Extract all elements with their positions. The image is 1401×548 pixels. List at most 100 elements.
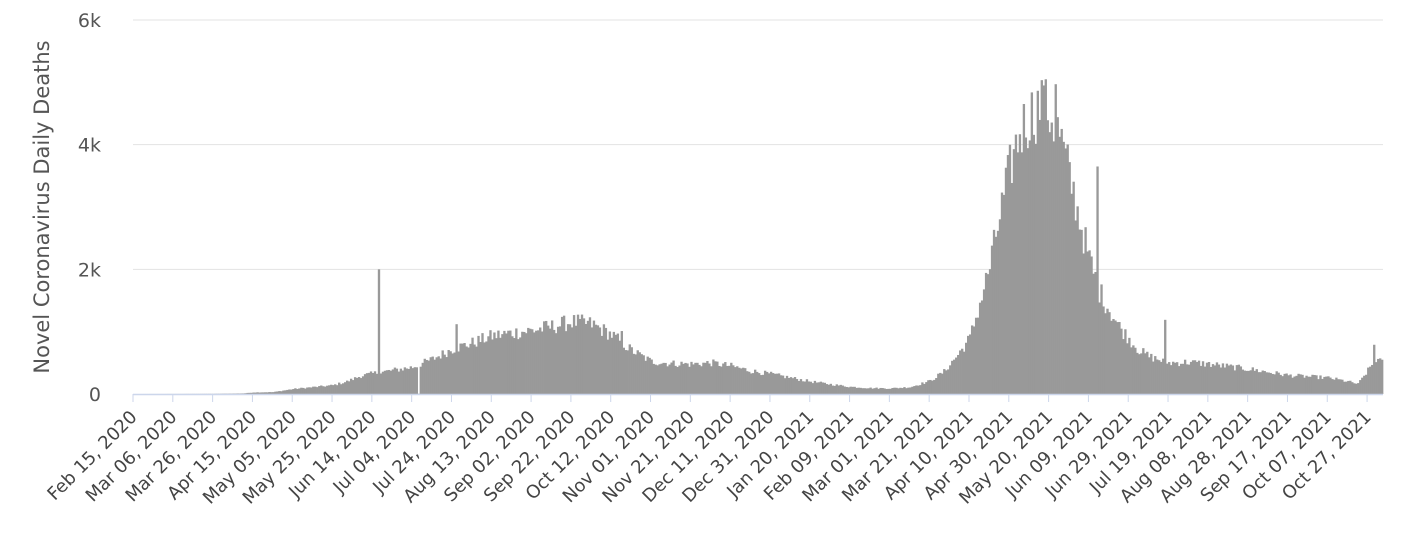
- bar: [1303, 377, 1306, 394]
- bar: [363, 374, 367, 394]
- bar: [775, 373, 779, 394]
- bar: [262, 392, 265, 394]
- bar: [600, 335, 604, 394]
- bar: [929, 379, 932, 394]
- bar: [421, 362, 424, 394]
- bar: [1263, 371, 1266, 394]
- bar: [419, 366, 422, 394]
- bar: [781, 375, 785, 394]
- bar: [947, 369, 950, 394]
- bar: [728, 365, 731, 394]
- bar: [986, 274, 990, 394]
- bar: [459, 343, 462, 394]
- bar: [485, 341, 488, 394]
- bar: [377, 269, 381, 394]
- bar: [1018, 134, 1022, 395]
- bar: [258, 392, 261, 394]
- bar: [970, 325, 974, 394]
- bar: [951, 360, 954, 394]
- bar: [777, 373, 781, 394]
- bar: [1213, 365, 1217, 394]
- bar: [572, 315, 576, 394]
- bar: [1052, 141, 1055, 394]
- bar: [451, 353, 454, 394]
- bar: [724, 362, 727, 394]
- bar: [357, 377, 361, 394]
- bar: [1036, 90, 1039, 394]
- bar: [1227, 365, 1231, 394]
- bar: [726, 365, 729, 394]
- bar: [1379, 358, 1382, 394]
- bar: [756, 371, 759, 394]
- bar: [869, 387, 872, 394]
- bar: [457, 351, 460, 394]
- bar: [879, 387, 882, 394]
- bar: [449, 351, 452, 394]
- bar: [1028, 140, 1032, 394]
- bar: [1259, 372, 1262, 394]
- bar: [463, 343, 466, 394]
- bar: [1239, 366, 1243, 394]
- bar: [513, 338, 516, 394]
- bar: [272, 392, 275, 394]
- bar: [505, 333, 508, 394]
- bar: [1106, 308, 1109, 394]
- bar: [720, 366, 723, 394]
- bar: [280, 391, 283, 394]
- bar: [1301, 374, 1304, 394]
- bar: [746, 371, 749, 394]
- bar: [622, 347, 625, 394]
- bar: [961, 348, 964, 394]
- bar: [493, 332, 496, 394]
- bar: [1120, 328, 1123, 394]
- bar: [646, 356, 649, 394]
- bar: [1191, 360, 1195, 394]
- bar: [887, 388, 890, 394]
- bar: [1146, 351, 1149, 394]
- bar: [1223, 367, 1227, 394]
- bar: [336, 385, 339, 394]
- bar: [650, 359, 653, 394]
- bar: [955, 357, 958, 394]
- bar: [1217, 364, 1221, 394]
- bar: [1289, 374, 1292, 394]
- bar: [1132, 345, 1135, 394]
- bar: [1088, 250, 1091, 394]
- bar: [447, 350, 450, 394]
- bar: [662, 362, 665, 394]
- bar: [533, 332, 536, 394]
- bar: [461, 343, 464, 394]
- bar: [415, 367, 418, 394]
- bar: [1110, 320, 1113, 394]
- bar: [686, 363, 689, 394]
- bar: [487, 336, 490, 394]
- bar: [1321, 378, 1324, 394]
- bar: [682, 363, 685, 394]
- bar: [391, 369, 395, 394]
- bar: [489, 330, 492, 394]
- bar: [371, 372, 375, 394]
- bar: [624, 350, 627, 394]
- bar: [499, 337, 502, 394]
- bar: [712, 359, 715, 394]
- bar: [1219, 367, 1223, 394]
- bar: [324, 386, 327, 394]
- bar: [1251, 367, 1254, 394]
- bar: [787, 377, 791, 394]
- bar: [256, 392, 259, 394]
- bar: [475, 346, 478, 394]
- bar: [813, 380, 817, 394]
- bar: [1199, 365, 1203, 394]
- bar: [1273, 374, 1276, 394]
- bar: [387, 369, 391, 394]
- bar: [334, 384, 337, 394]
- bar: [369, 371, 373, 394]
- bar: [1048, 132, 1051, 394]
- bar: [1118, 322, 1121, 394]
- bar: [1080, 229, 1083, 394]
- bar: [1195, 361, 1199, 394]
- bar: [680, 361, 683, 394]
- y-tick-label: 2k: [78, 259, 101, 281]
- bar: [288, 389, 291, 394]
- bar: [282, 390, 285, 394]
